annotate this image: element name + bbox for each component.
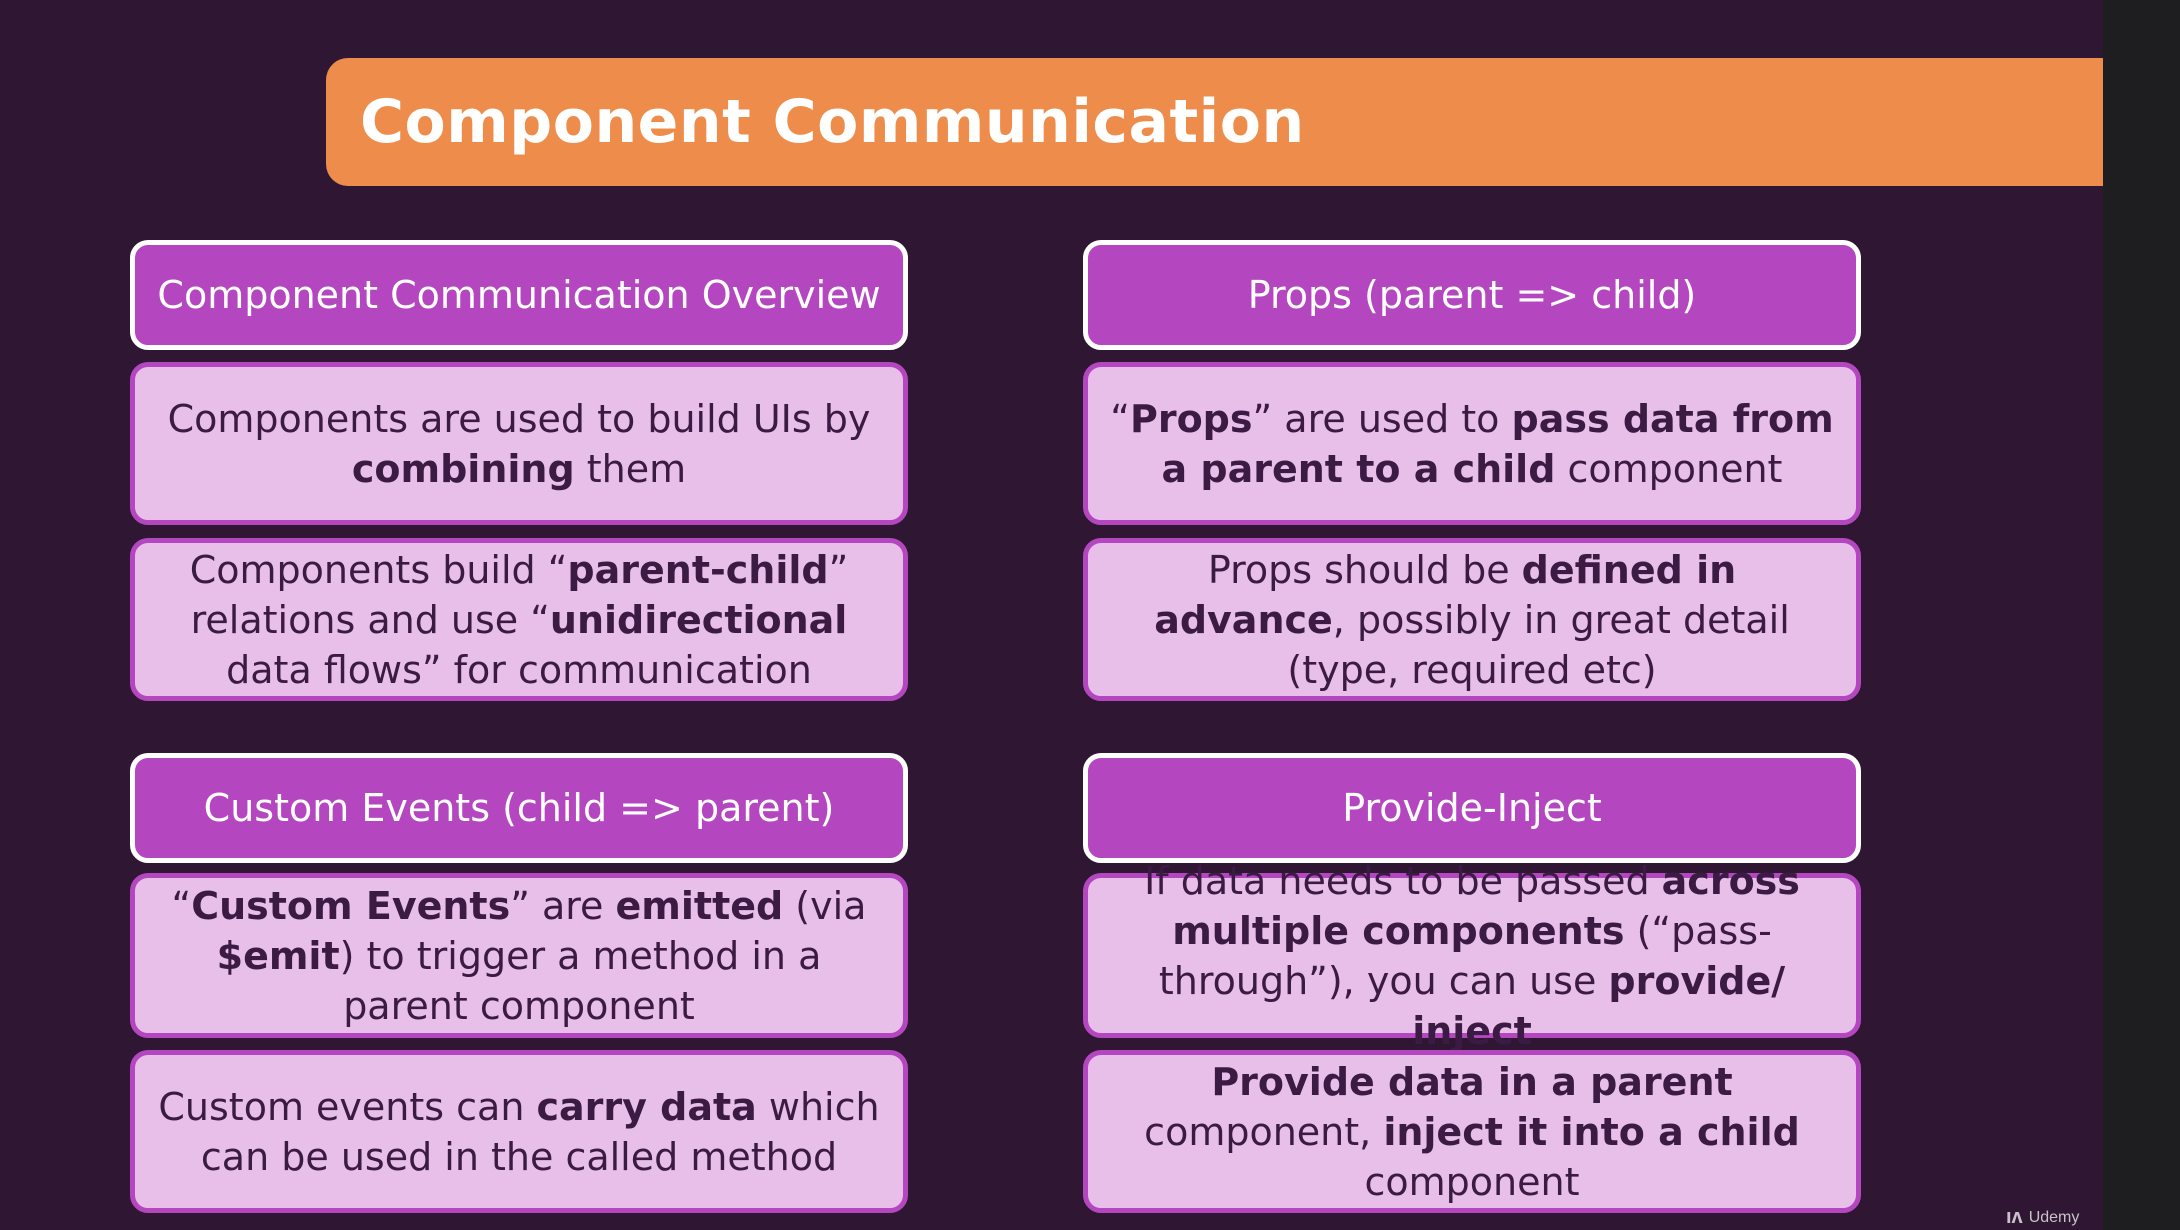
udemy-label: Udemy: [2028, 1208, 2080, 1226]
props-card-1: “Props” are used to pass data from a par…: [1083, 362, 1861, 525]
overview-card-1: Components are used to build UIs by comb…: [130, 362, 908, 525]
provide-heading: Provide-Inject: [1083, 753, 1861, 863]
slide-title: Component Communication: [360, 87, 1305, 157]
props-heading: Props (parent => child): [1083, 240, 1861, 350]
overview-card-2: Components build “parent-child” relation…: [130, 538, 908, 701]
provide-card-2: Provide data in a parent component, inje…: [1083, 1050, 1861, 1213]
right-edge-strip: [2103, 0, 2180, 1230]
overview-heading: Component Communication Overview: [130, 240, 908, 350]
slide: Component Communication Component Commun…: [130, 58, 2103, 1229]
events-card-2: Custom events can carry data which can b…: [130, 1050, 908, 1213]
events-heading: Custom Events (child => parent): [130, 753, 908, 863]
provide-card-1: If data needs to be passed across multip…: [1083, 859, 1861, 1053]
props-card-2: Props should be defined in advance, poss…: [1083, 538, 1861, 701]
title-bar: Component Communication: [326, 58, 2103, 186]
udemy-watermark: ıʌ Udemy: [2006, 1206, 2079, 1229]
events-card-1: “Custom Events” are emitted (via $emit) …: [130, 873, 908, 1038]
udemy-logo-icon: ıʌ: [2006, 1206, 2023, 1228]
